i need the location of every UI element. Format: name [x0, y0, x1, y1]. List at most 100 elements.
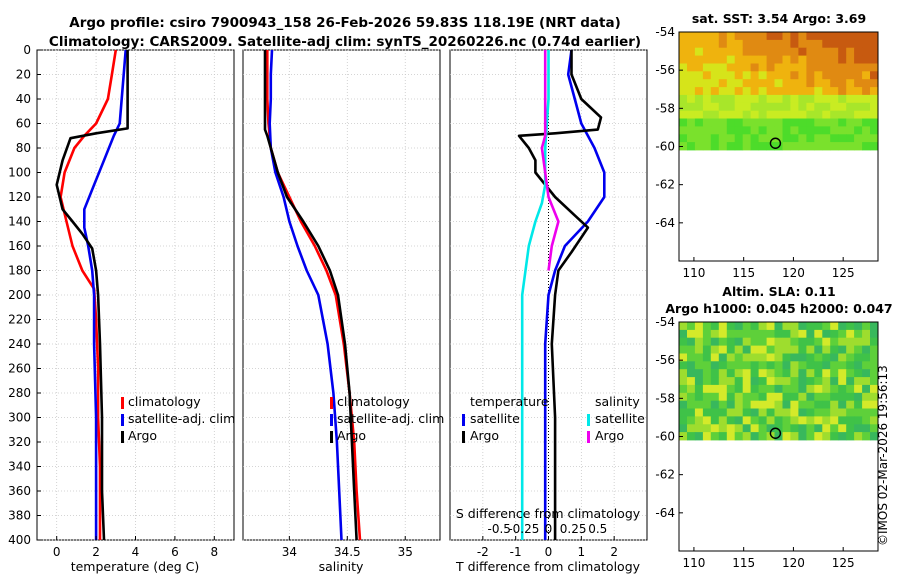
- sla-cell: [726, 322, 736, 331]
- legend-climatology: climatology: [337, 394, 410, 409]
- sla-cell: [838, 377, 847, 386]
- sst-cell: [710, 110, 720, 119]
- sla-cell: [750, 400, 759, 409]
- sla-cell: [694, 337, 704, 346]
- sla-cell: [758, 392, 767, 402]
- sla-map-ticks: 110 115 120 125 -54 -56 -58 -60 -62 -64: [655, 315, 854, 570]
- sst-cell: [766, 79, 775, 88]
- difference-panel: -2 -1 0 1 2 T difference from climatology S …: [449, 49, 648, 574]
- legend-argo-swatch: [121, 431, 124, 443]
- sla-cell: [870, 322, 879, 331]
- temperature-series: [55, 49, 129, 541]
- depth-tick-label: 80: [16, 141, 31, 155]
- map-x-tick-label: 115: [732, 556, 755, 570]
- sla-cell: [790, 361, 799, 370]
- sst-cell: [846, 126, 855, 135]
- sla-cell: [774, 424, 783, 433]
- sla-cell: [750, 337, 759, 346]
- sst-cell: [798, 32, 807, 41]
- sla-cell: [830, 424, 839, 433]
- sst-cell: [798, 71, 807, 80]
- sla-cell: [838, 432, 847, 441]
- sla-cell: [758, 424, 767, 433]
- sst-cell: [742, 32, 752, 41]
- map-x-tick-label: 110: [682, 266, 705, 280]
- sst-cell: [838, 94, 847, 104]
- sst-cell: [830, 110, 839, 119]
- sla-cell: [830, 361, 839, 370]
- sla-cell: [830, 337, 839, 346]
- sst-cell: [846, 142, 855, 151]
- sst-cell: [838, 118, 847, 127]
- sla-cell: [679, 369, 688, 378]
- map-x-tick-label: 115: [732, 266, 755, 280]
- sla-cell: [798, 322, 807, 331]
- sst-cell: [870, 39, 879, 49]
- sst-cell: [830, 39, 839, 49]
- sst-cell: [822, 71, 831, 80]
- sst-cell: [726, 39, 736, 49]
- sst-cell: [718, 94, 728, 104]
- sla-cell: [782, 345, 791, 354]
- sst-cell: [750, 63, 759, 72]
- sst-cell: [710, 71, 720, 80]
- sla-cell: [822, 353, 831, 362]
- map-y-tick-label: -60: [655, 140, 675, 154]
- sst-cell: [734, 39, 744, 49]
- sst-cell: [766, 32, 775, 41]
- sla-cell: [679, 353, 688, 362]
- sla-cell: [718, 345, 728, 354]
- sst-cell: [710, 63, 720, 72]
- sst-cell: [822, 110, 831, 119]
- sst-cell: [854, 79, 863, 88]
- legend-satellite-swatch: [330, 414, 333, 426]
- sla-cell: [838, 369, 847, 378]
- difference-legend: temperature satellite Argo salinity sate…: [462, 394, 645, 443]
- sla-cell: [806, 329, 815, 339]
- sla-cell: [687, 416, 696, 425]
- sla-cell: [702, 361, 712, 370]
- sla-cell: [790, 329, 799, 339]
- sla-cell: [750, 384, 759, 394]
- sst-cell: [687, 102, 696, 112]
- sst-cell: [854, 126, 863, 135]
- sst-cell: [750, 87, 759, 96]
- sla-cell: [742, 353, 752, 362]
- sst-cell: [838, 126, 847, 135]
- sst-cell: [790, 63, 799, 72]
- sla-cell: [718, 424, 728, 433]
- sst-cell: [782, 71, 791, 80]
- sst-cell: [862, 94, 871, 104]
- sla-cell: [758, 345, 767, 354]
- map-x-tick-label: 120: [782, 266, 805, 280]
- sst-cell: [830, 63, 839, 72]
- sla-cell: [742, 322, 752, 331]
- sla-cell: [846, 416, 855, 425]
- sst-cell: [790, 110, 799, 119]
- sst-cell: [782, 118, 791, 127]
- depth-tick-label: 400: [8, 533, 31, 547]
- sst-cell: [774, 47, 783, 56]
- sla-cell: [687, 345, 696, 354]
- depth-tick-label: 0: [23, 43, 31, 57]
- sla-cell: [854, 384, 863, 394]
- sla-cell: [862, 424, 871, 433]
- sst-cell: [830, 134, 839, 143]
- series-climatology: [59, 49, 118, 540]
- sst-cell: [726, 118, 736, 127]
- sla-cell: [718, 384, 728, 394]
- sst-cell: [774, 55, 783, 64]
- sla-cell: [734, 424, 744, 433]
- sla-cell: [798, 400, 807, 409]
- sst-cell: [854, 47, 863, 56]
- sst-cell: [806, 142, 815, 151]
- sst-cell: [838, 142, 847, 151]
- sst-cell: [846, 79, 855, 88]
- sla-cell: [766, 337, 775, 346]
- x-tick-label: 6: [171, 545, 179, 559]
- sla-cell: [798, 416, 807, 425]
- sla-cell: [718, 377, 728, 386]
- depth-tick-label: 180: [8, 264, 31, 278]
- sla-cell: [846, 408, 855, 417]
- sla-cell: [846, 377, 855, 386]
